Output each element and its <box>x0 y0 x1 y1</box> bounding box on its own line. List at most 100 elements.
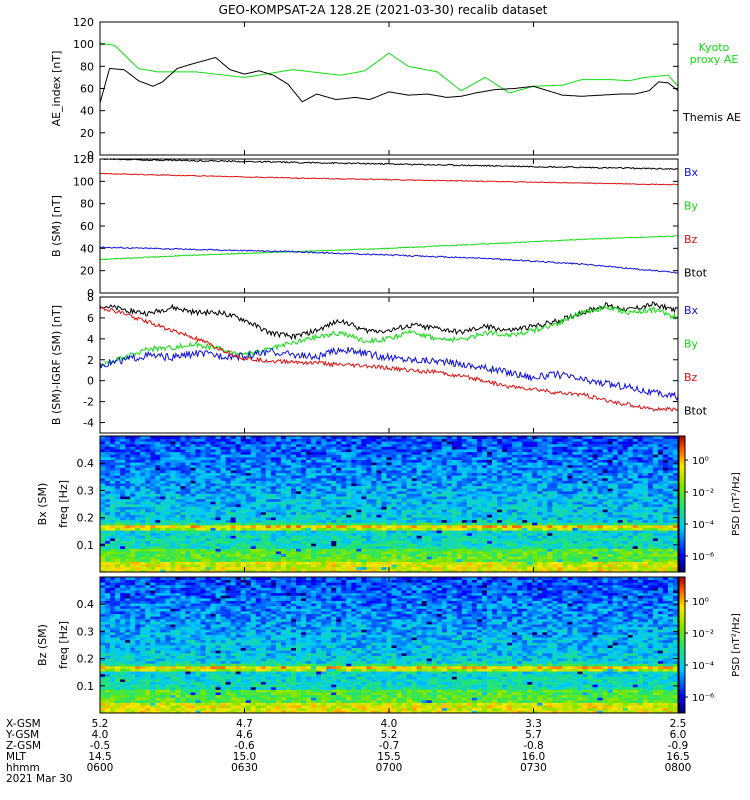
heatmap-cell <box>250 493 257 497</box>
heatmap-cell <box>366 538 372 542</box>
heatmap-cell <box>326 564 332 568</box>
heatmap-cell <box>130 548 136 552</box>
heatmap-cell <box>371 436 377 440</box>
heatmap-cell <box>471 538 478 542</box>
heatmap-cell <box>567 517 573 521</box>
heatmap-cell <box>451 532 458 536</box>
heatmap-cell <box>160 456 166 460</box>
heatmap-cell <box>240 449 247 453</box>
heatmap-cell <box>426 436 433 440</box>
heatmap-cell <box>255 524 262 528</box>
heatmap-cell <box>185 485 191 489</box>
heatmap-cell <box>416 467 423 471</box>
heatmap-cell <box>326 558 332 562</box>
heatmap-cell <box>115 517 121 521</box>
heatmap-cell <box>542 446 548 450</box>
heatmap-cell <box>396 477 402 481</box>
heatmap-cell <box>205 530 211 534</box>
heatmap-cell <box>190 553 196 557</box>
heatmap-cell <box>476 524 483 528</box>
y-tick-label: 60 <box>80 83 94 96</box>
heatmap-cell <box>165 561 171 565</box>
heatmap-cell <box>411 511 418 515</box>
heatmap-cell <box>321 556 327 560</box>
heatmap-cell <box>466 470 473 474</box>
heatmap-cell <box>306 496 312 500</box>
heatmap-cell <box>250 530 257 534</box>
heatmap-cell <box>346 501 352 505</box>
heatmap-cell <box>115 459 121 463</box>
heatmap-cell <box>270 496 277 500</box>
heatmap-cell <box>446 443 453 447</box>
heatmap-cell <box>306 543 312 547</box>
heatmap-cell <box>476 543 483 547</box>
heatmap-cell <box>416 496 423 500</box>
heatmap-cell <box>185 517 191 521</box>
heatmap-cell <box>260 449 267 453</box>
heatmap-cell <box>441 438 448 442</box>
heatmap-cell <box>562 561 568 565</box>
heatmap-cell <box>250 483 257 487</box>
heatmap-cell <box>537 488 543 492</box>
heatmap-cell <box>537 496 543 500</box>
heatmap-cell <box>265 538 272 542</box>
heatmap-cell <box>346 519 352 523</box>
heatmap-cell <box>421 509 428 513</box>
heatmap-cell <box>386 449 392 453</box>
heatmap-cell <box>507 490 513 494</box>
heatmap-cell <box>210 569 216 573</box>
heatmap-cell <box>522 475 528 479</box>
heatmap-cell <box>421 530 428 534</box>
heatmap-cell <box>401 480 407 484</box>
heatmap-cell <box>175 569 181 573</box>
heatmap-cell <box>567 498 573 502</box>
heatmap-cell <box>381 436 387 440</box>
heatmap-cell <box>537 501 543 505</box>
heatmap-cell <box>517 569 523 573</box>
legend-label: Btot <box>684 405 708 418</box>
heatmap-cell <box>125 496 131 500</box>
heatmap-cell <box>130 464 136 468</box>
heatmap-cell <box>205 566 211 570</box>
heatmap-cell <box>240 545 247 549</box>
heatmap-cell <box>396 446 402 450</box>
heatmap-cell <box>542 556 548 560</box>
heatmap-cell <box>416 490 423 494</box>
heatmap-cell <box>522 490 528 494</box>
heatmap-cell <box>406 485 413 489</box>
heatmap-cell <box>185 538 191 542</box>
heatmap-cell <box>497 464 503 468</box>
heatmap-cell <box>120 441 126 445</box>
heatmap-cell <box>170 524 176 528</box>
plot-frame <box>99 21 679 156</box>
heatmap-cell <box>200 485 206 489</box>
heatmap-cell <box>492 558 498 562</box>
heatmap-cell <box>547 446 553 450</box>
heatmap-cell <box>441 569 448 573</box>
heatmap-cell <box>250 488 257 492</box>
heatmap-cell <box>562 496 568 500</box>
heatmap-cell <box>275 454 282 458</box>
heatmap-cell <box>185 569 191 573</box>
heatmap-cell <box>366 527 372 531</box>
heatmap-cell <box>316 517 322 521</box>
heatmap-cell <box>456 569 463 573</box>
heatmap-cell <box>195 553 201 557</box>
heatmap-cell <box>205 511 211 515</box>
heatmap-cell <box>301 566 307 570</box>
heatmap-cell <box>165 459 171 463</box>
heatmap-cell <box>165 462 171 466</box>
heatmap-cell <box>502 538 508 542</box>
heatmap-cell <box>275 509 282 513</box>
heatmap-cell <box>552 530 558 534</box>
series-line <box>100 346 678 401</box>
heatmap-cell <box>240 564 247 568</box>
heatmap-cell <box>301 524 307 528</box>
heatmap-cell <box>105 569 111 573</box>
heatmap-cell <box>522 566 528 570</box>
heatmap-cell <box>502 524 508 528</box>
heatmap-cell <box>195 475 201 479</box>
heatmap-cell <box>527 504 533 508</box>
heatmap-cell <box>245 462 252 466</box>
heatmap-cell <box>321 535 327 539</box>
